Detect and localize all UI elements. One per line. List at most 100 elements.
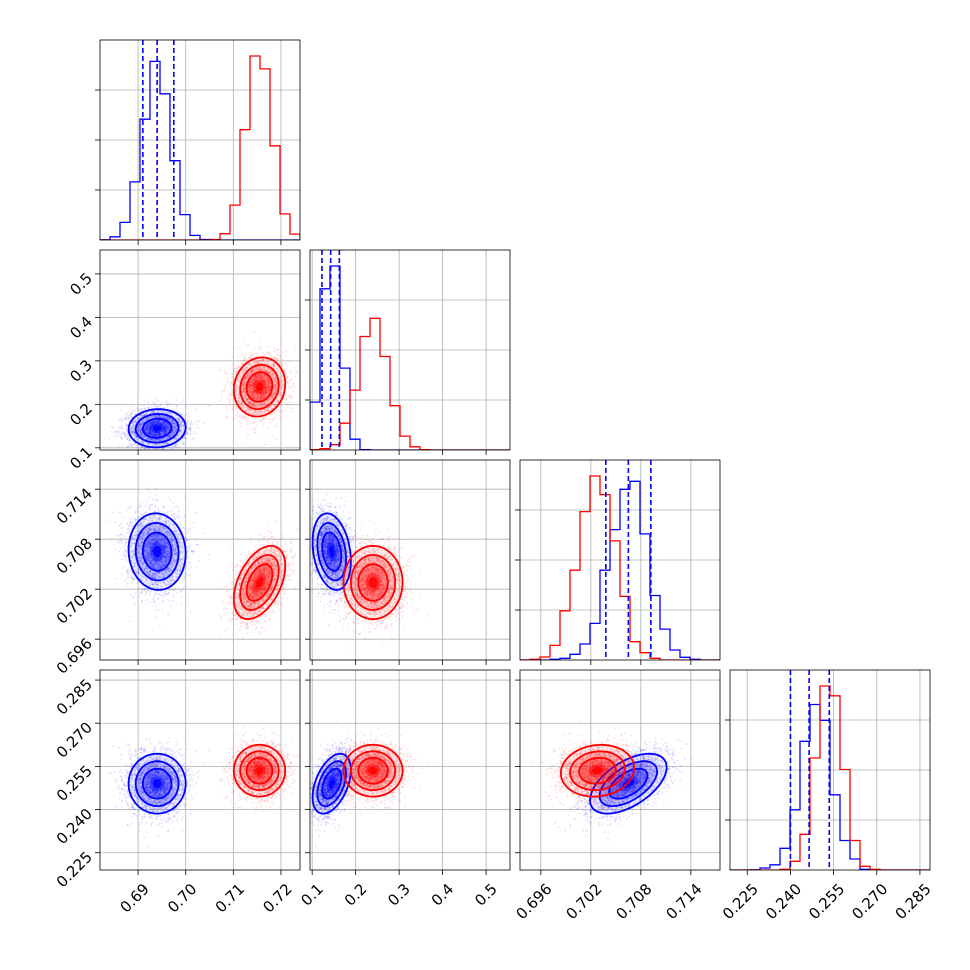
scatter-point [136,439,139,441]
scatter-point [157,443,159,446]
scatter-point [182,399,185,402]
scatter-point [118,431,120,434]
scatter-point [279,416,281,419]
scatter-point [162,447,164,450]
scatter-point [125,428,127,430]
scatter-point [163,427,166,430]
scatter-point [251,428,254,431]
scatter-point [115,430,118,433]
scatter-point [147,407,150,410]
scatter-point [141,432,143,435]
scatter-point [175,398,177,401]
scatter-point [161,423,164,426]
scatter-point [161,423,164,425]
scatter-point [289,394,292,397]
scatter-point [145,427,148,430]
scatter-point [152,432,154,434]
scatter-point [165,436,167,439]
scatter-point [149,437,152,440]
scatter-point [147,421,150,424]
scatter-point [273,350,276,353]
scatter-point [296,371,299,374]
scatter-point [228,380,231,383]
scatter-point [286,404,288,406]
scatter-point [153,433,155,435]
scatter-point [114,435,116,438]
scatter-point [187,415,190,418]
scatter-point [288,382,291,384]
scatter-point [291,407,294,410]
scatter-point [164,401,167,404]
scatter-point [264,353,266,356]
scatter-point [161,439,164,441]
scatter-point [155,432,158,435]
scatter-point [139,430,142,433]
scatter-point [129,415,132,417]
scatter-point [140,432,143,435]
scatter-point [165,404,168,406]
scatter-point [145,424,148,427]
scatter-point [250,352,253,354]
scatter-point [193,431,196,433]
scatter-point [183,436,186,439]
scatter-point [146,430,149,433]
scatter-point [288,360,291,362]
scatter-point [252,421,254,424]
scatter-point [164,442,167,444]
scatter-point [154,423,157,426]
scatter-point [246,435,249,438]
scatter-point [276,353,279,356]
scatter-point [189,429,192,432]
scatter-point [173,445,175,448]
scatter-point [218,400,221,402]
scatter-point [124,417,127,420]
scatter-point [229,385,231,387]
scatter-point [150,433,152,435]
scatter-point [188,419,190,421]
scatter-point [275,417,277,419]
scatter-point [165,427,168,429]
scatter-point [139,404,142,406]
scatter-point [165,423,168,425]
histogram-step-0 [100,60,300,240]
scatter-point [146,427,149,430]
scatter-point [161,428,163,431]
scatter-point [137,417,139,420]
scatter-point [230,373,233,376]
scatter-point [286,402,288,405]
scatter-point [159,409,162,412]
scatter-point [189,427,191,430]
scatter-point [171,433,174,436]
scatter-point [281,364,283,367]
scatter-point [121,443,124,446]
scatter-point [135,446,138,448]
scatter-point [163,426,166,429]
scatter-point [284,398,287,401]
scatter-point [182,424,184,426]
scatter-point [269,355,272,357]
scatter-point [224,384,227,387]
scatter-point [172,427,175,430]
scatter-point [297,391,300,394]
scatter-point [276,348,279,351]
scatter-point [241,417,243,419]
scatter-point [179,420,182,423]
scatter-point [151,433,153,435]
scatter-point [168,426,171,428]
scatter-point [145,423,148,426]
scatter-point [235,414,237,416]
scatter-point [147,424,150,427]
scatter-point [221,393,223,395]
scatter-point [187,407,189,410]
scatter-point [135,436,138,438]
scatter-point [157,435,160,437]
scatter-point [278,360,281,363]
scatter-point [144,447,147,450]
scatter-point [166,423,169,425]
scatter-point [133,430,136,433]
scatter-point [153,420,155,423]
scatter-point [195,408,198,411]
scatter-point [284,409,287,412]
scatter-point [237,355,240,358]
scatter-point [222,397,225,400]
